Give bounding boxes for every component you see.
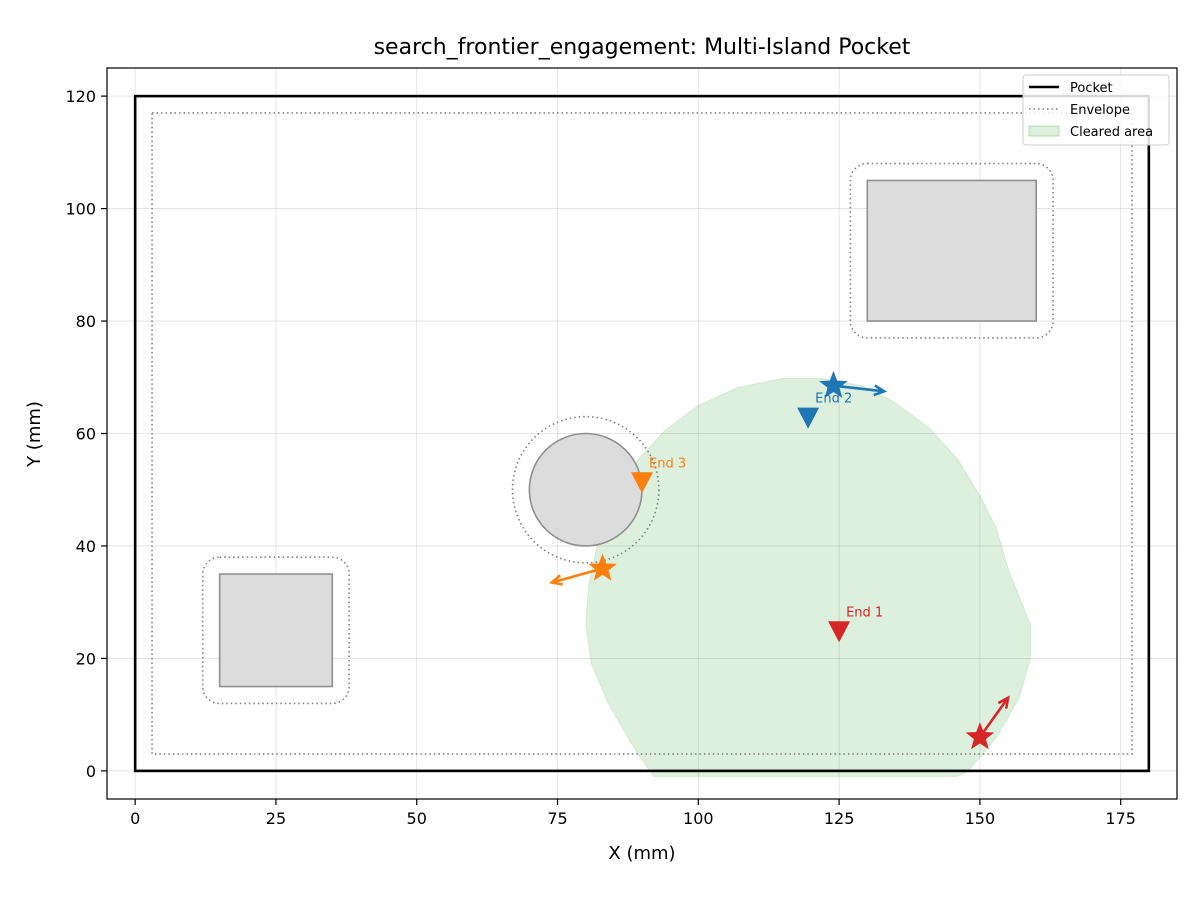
legend-label-envelope: Envelope	[1070, 103, 1130, 118]
pocket-envelope	[151, 112, 1133, 755]
x-tick-label: 75	[547, 809, 567, 828]
tool-1-direction-arrow	[978, 697, 1010, 738]
island-3-envelope	[849, 162, 1054, 339]
tool-2-end-label: End 2	[815, 392, 852, 407]
y-tick-label: 20	[76, 649, 96, 668]
y-tick-label: 40	[76, 537, 96, 556]
tool-2-direction-arrow	[833, 384, 885, 393]
tool-1-arrowhead	[997, 695, 1010, 709]
tool-3-end-marker	[631, 472, 653, 494]
tool-2-arrowhead	[873, 384, 888, 397]
island-2	[528, 432, 643, 547]
y-tick-label: 100	[65, 200, 96, 219]
island-1	[218, 573, 334, 688]
y-tick-label: 80	[76, 312, 96, 331]
legend: Pocket Envelope Cleared area	[1022, 74, 1170, 146]
x-tick-label: 50	[407, 809, 427, 828]
y-tick-label: 120	[65, 87, 96, 106]
tool-3-start-marker	[588, 553, 617, 581]
x-tick-label: 150	[965, 809, 996, 828]
x-tick-label: 0	[130, 809, 140, 828]
tool-1-end-marker	[828, 621, 851, 643]
legend-box	[1022, 74, 1170, 146]
tool-1-end-label: End 1	[846, 605, 883, 620]
legend-swatch-cleared-area	[1028, 125, 1060, 137]
tool-1-start-marker	[965, 722, 995, 750]
x-tick-label: 175	[1105, 809, 1136, 828]
y-axis-label: Y (mm)	[24, 401, 45, 468]
tool-3-arrowhead	[549, 574, 563, 586]
axes: 0 25 50 75 100 125 150 175 0 20 40 60 80 100 120	[65, 67, 1178, 828]
tool-3-direction-arrow	[551, 567, 603, 584]
island-1-envelope	[201, 556, 350, 705]
island-2-envelope	[511, 415, 660, 564]
chart-title: search_frontier_engagement: Multi-Island…	[374, 35, 911, 60]
island-3	[866, 179, 1038, 322]
x-tick-label: 100	[683, 809, 714, 828]
pocket-boundary	[133, 94, 1151, 773]
x-axis-label: X (mm)	[608, 843, 675, 864]
plot-area	[133, 94, 1151, 778]
x-tick-label: 25	[266, 809, 286, 828]
y-tick-label: 0	[86, 762, 96, 781]
y-tick-label: 60	[76, 425, 96, 444]
tool-2-end-marker	[797, 407, 820, 429]
end-labels: End 1 End 2 End 3	[649, 392, 883, 621]
x-tick-label: 125	[824, 809, 855, 828]
tool-2-start-marker	[819, 370, 848, 398]
legend-label-pocket: Pocket	[1070, 81, 1113, 96]
legend-label-cleared-area: Cleared area	[1070, 125, 1153, 140]
tool-3-end-label: End 3	[649, 456, 686, 471]
